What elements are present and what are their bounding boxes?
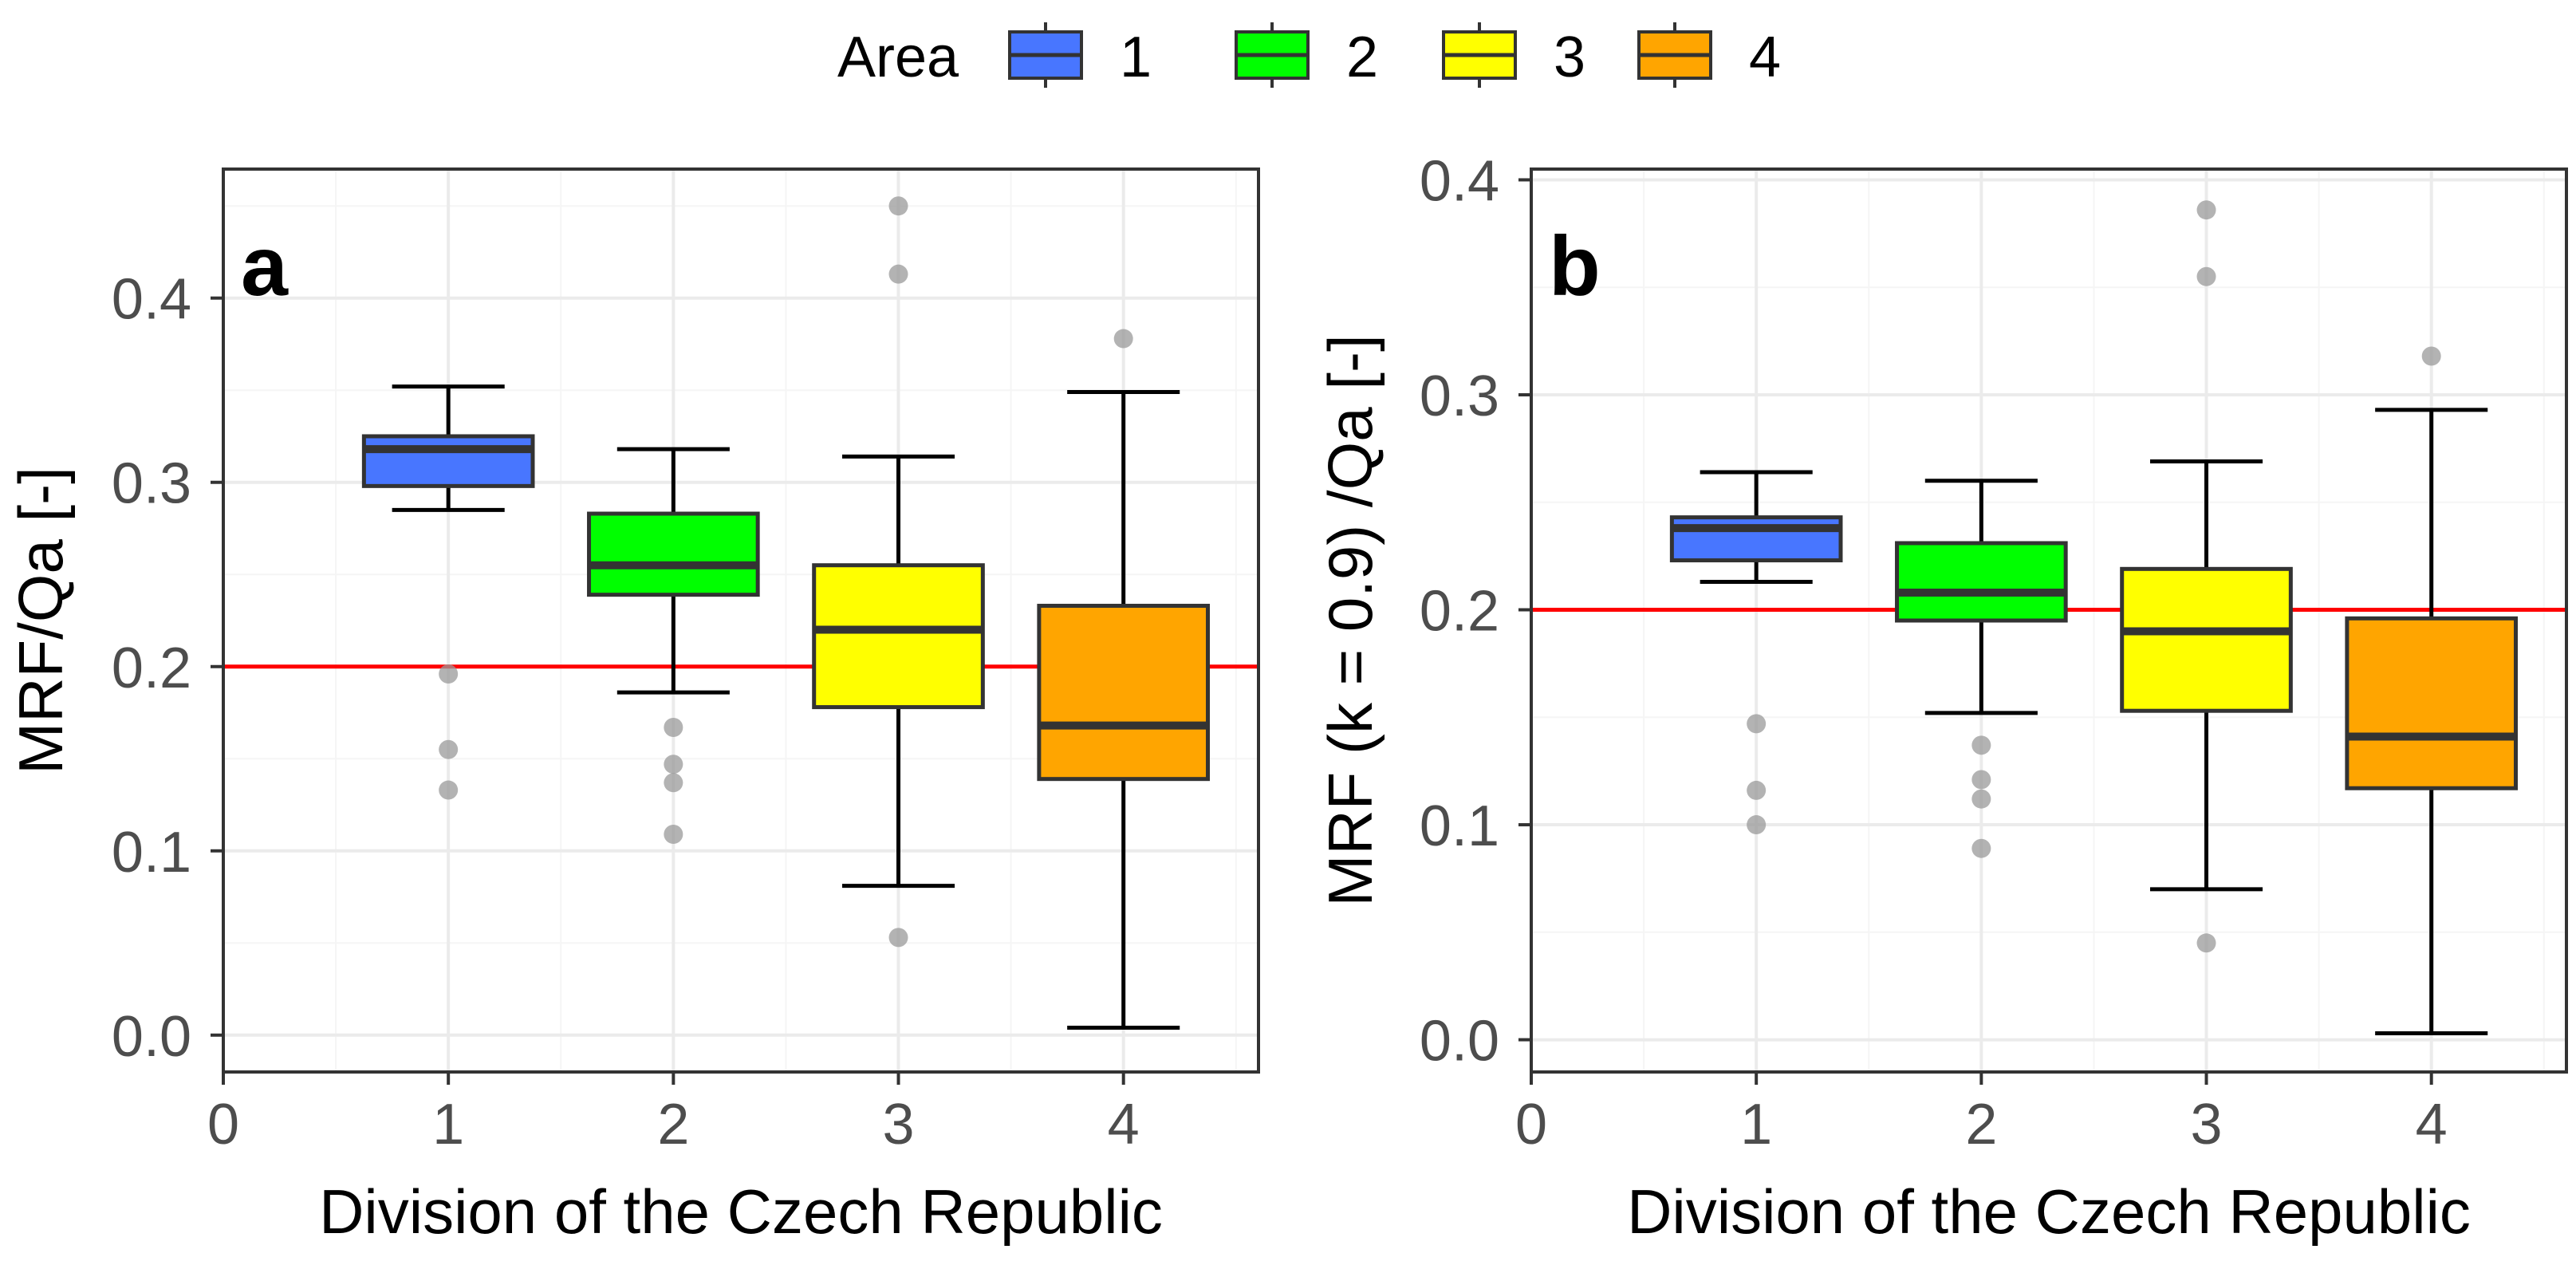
- outlier-point: [1971, 789, 1991, 809]
- outlier-point: [1971, 770, 1991, 790]
- box-area-4: [2345, 346, 2519, 1035]
- box-iqr: [1895, 541, 2068, 623]
- box-iqr: [1037, 604, 1211, 782]
- panel-border: [222, 167, 1260, 1074]
- box-area-3: [2120, 200, 2293, 953]
- outlier-point: [888, 264, 908, 284]
- panel-label: a: [241, 219, 289, 313]
- y-tick-label: 0.0: [1420, 1010, 1499, 1074]
- outlier-point: [1971, 838, 1991, 858]
- legend-label-2: 2: [1346, 26, 1378, 89]
- box-iqr: [812, 563, 985, 710]
- x-tick-label: 4: [1108, 1093, 1140, 1157]
- legend-label-3: 3: [1554, 26, 1585, 89]
- outlier-point: [2196, 266, 2216, 286]
- panel-b: b 0 1 2 3 4 0.0 0.1 0.2 0.3 0.4 Division of the Cze…: [1315, 149, 2568, 1247]
- x-tick-label: 0: [207, 1093, 239, 1157]
- legend-key-2: [1235, 22, 1310, 88]
- outlier-point: [1971, 735, 1991, 755]
- y-tick-label: 0.4: [1420, 149, 1499, 213]
- y-tick-label: 0.2: [1420, 580, 1499, 644]
- outlier-point: [439, 664, 459, 684]
- box-area-1: [361, 384, 535, 800]
- outlier-point: [1113, 329, 1133, 349]
- outlier-point: [888, 196, 908, 216]
- y-tick-label: 0.2: [112, 636, 191, 700]
- box-area-2: [587, 447, 760, 844]
- y-tick-label: 0.3: [1420, 365, 1499, 428]
- panel-border: [1530, 167, 2568, 1074]
- box-area-2: [1895, 479, 2068, 858]
- outlier-point: [1747, 815, 1767, 835]
- x-tick-label: 4: [2416, 1093, 2448, 1157]
- box-iqr: [1669, 515, 1843, 563]
- y-axis-title: MRF/Qa [-]: [6, 467, 76, 774]
- legend-key-3: [1442, 22, 1517, 88]
- box-iqr: [587, 511, 760, 597]
- outlier-point: [664, 773, 683, 793]
- panel-label: b: [1549, 219, 1601, 313]
- x-tick-label: 2: [657, 1093, 689, 1157]
- x-tick-label: 0: [1515, 1093, 1547, 1157]
- outlier-point: [2196, 933, 2216, 953]
- legend-key-4: [1637, 22, 1712, 88]
- y-tick-label: 0.0: [112, 1005, 191, 1069]
- x-axis-title: Division of the Czech Republic: [319, 1176, 1163, 1247]
- y-tick-label: 0.1: [112, 821, 191, 885]
- y-tick-label: 0.3: [112, 452, 191, 516]
- x-tick-label: 3: [2190, 1093, 2222, 1157]
- x-tick-label: 1: [1740, 1093, 1772, 1157]
- box-area-1: [1669, 470, 1843, 835]
- legend-key-1: [1008, 22, 1083, 88]
- outlier-point: [439, 739, 459, 759]
- outlier-point: [664, 824, 683, 844]
- box-area-3: [812, 196, 985, 948]
- box-area-4: [1037, 329, 1211, 1030]
- outlier-point: [888, 928, 908, 948]
- panel-a: a 0 1 2 3 4 0.0 0.1 0.2 0.3 0.4 Division of the Cze…: [6, 167, 1260, 1247]
- x-tick-label: 2: [1965, 1093, 1997, 1157]
- box-iqr: [2345, 616, 2519, 790]
- outlier-point: [2421, 346, 2441, 366]
- y-tick-label: 0.1: [1420, 794, 1499, 858]
- legend-title: Area: [837, 26, 959, 89]
- legend: Area 1 2 3 4: [837, 22, 1781, 89]
- legend-label-4: 4: [1749, 26, 1781, 89]
- legend-label-1: 1: [1120, 26, 1152, 89]
- outlier-point: [664, 717, 683, 737]
- box-iqr: [361, 434, 535, 488]
- x-tick-label: 1: [432, 1093, 464, 1157]
- y-tick-label: 0.4: [112, 268, 191, 332]
- box-iqr: [2120, 566, 2293, 713]
- outlier-point: [1747, 780, 1767, 800]
- x-axis-title: Division of the Czech Republic: [1627, 1176, 2471, 1247]
- outlier-point: [1747, 714, 1767, 734]
- outlier-point: [439, 780, 459, 800]
- outlier-point: [2196, 200, 2216, 220]
- outlier-point: [664, 755, 683, 774]
- y-axis-title: MRF (k = 0.9) /Qa [-]: [1315, 334, 1385, 906]
- x-tick-label: 3: [882, 1093, 914, 1157]
